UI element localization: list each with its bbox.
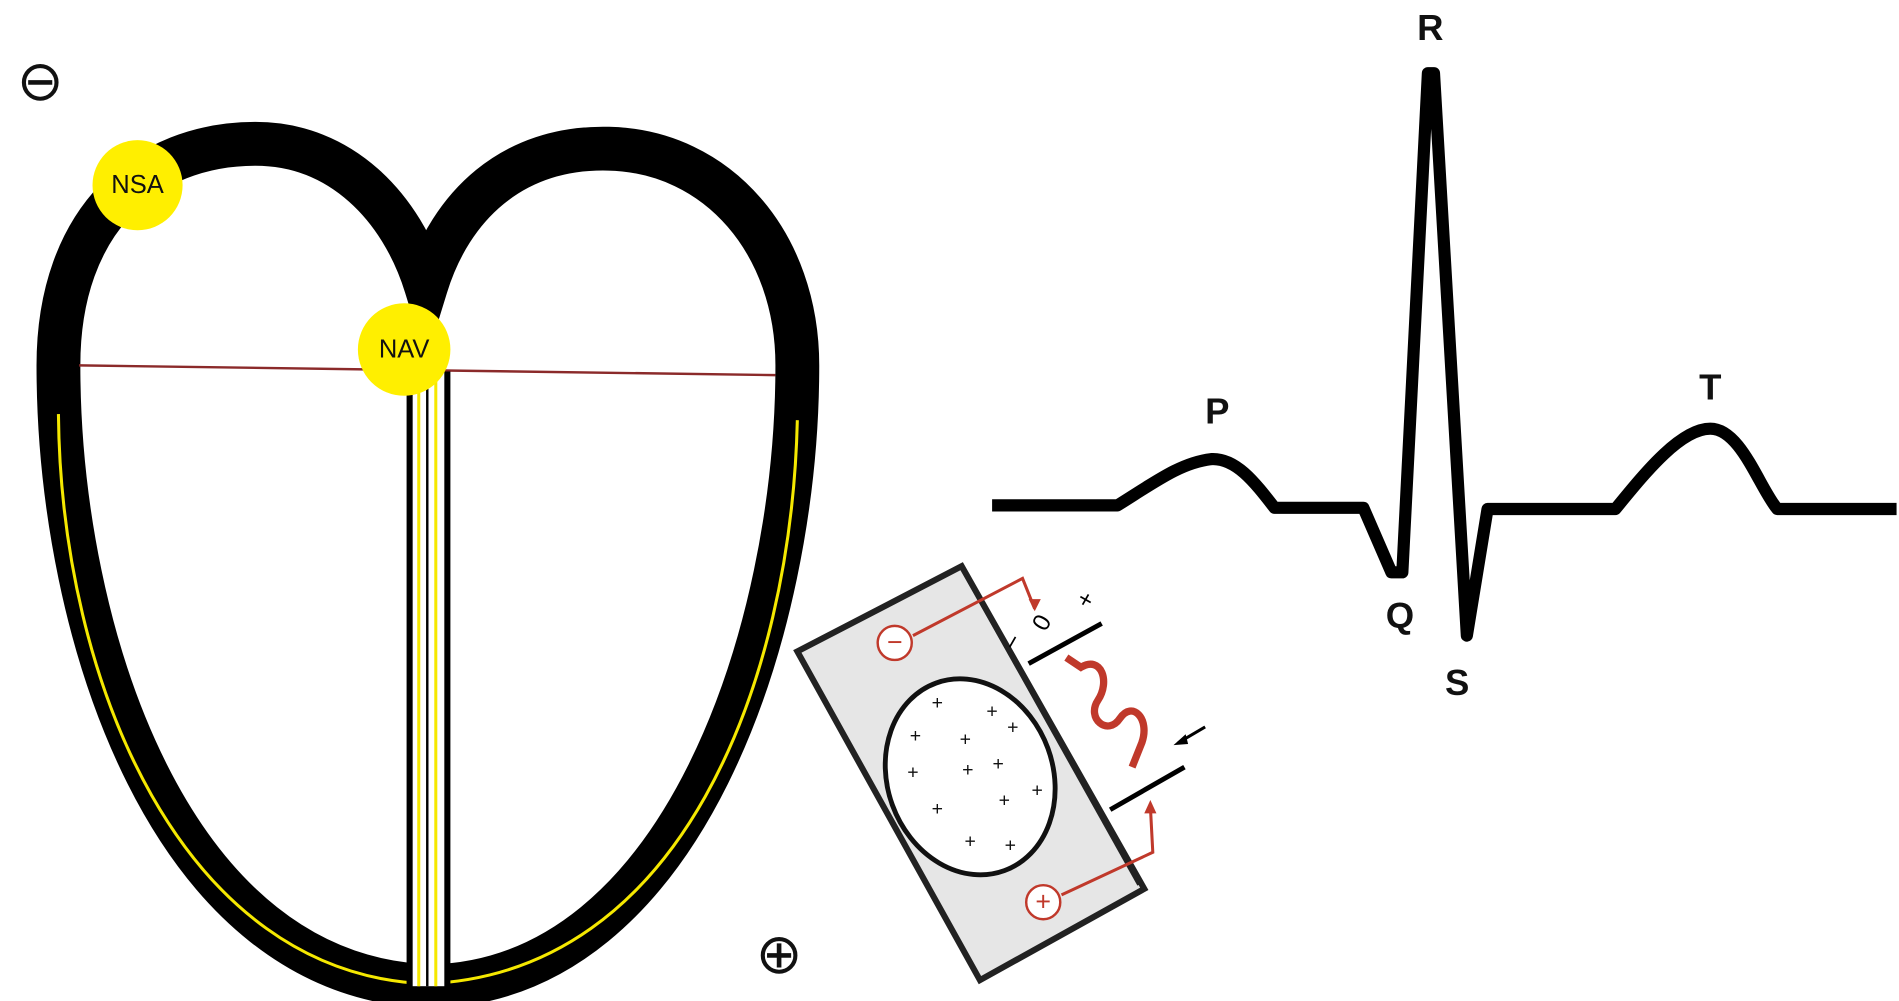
charge: + — [960, 728, 971, 750]
arrow — [1173, 734, 1189, 746]
wire — [1060, 805, 1155, 897]
baseline-plate — [1027, 621, 1103, 666]
arrow — [1144, 799, 1157, 814]
charge: + — [1031, 780, 1042, 802]
charge: + — [1007, 716, 1018, 738]
charge: + — [965, 831, 976, 853]
wave-label: R — [1417, 7, 1443, 48]
node-label: NSA — [111, 171, 164, 199]
baseline-plate — [1108, 764, 1186, 812]
scale-label: + — [1071, 587, 1101, 613]
wire — [912, 576, 1037, 637]
strip-edge — [960, 569, 1139, 886]
electrode-sign: − — [887, 627, 903, 657]
charge: + — [999, 789, 1010, 811]
wave-label: S — [1445, 662, 1469, 703]
positive-pole: ⊕ — [756, 922, 803, 985]
wave-label: P — [1205, 391, 1229, 432]
charge: + — [932, 798, 943, 820]
electrode — [1024, 883, 1062, 921]
charges: + ++ +++ + ++ + ++ + — [907, 692, 1043, 856]
node-label: NAV — [379, 336, 430, 364]
heart: NSA NAV — [36, 121, 820, 1001]
node-circle — [357, 303, 451, 396]
scale-label: 0 — [1027, 610, 1057, 635]
device: − + − 0 + + ++ +++ + ++ + ++ + — [793, 562, 1206, 985]
charge: + — [986, 700, 997, 722]
cell — [882, 676, 1058, 878]
charge: + — [962, 759, 973, 781]
charge: + — [910, 725, 921, 747]
electrode-sign: + — [1035, 887, 1051, 917]
charge: + — [932, 692, 943, 714]
electrode — [876, 624, 913, 662]
node-circle — [92, 140, 183, 231]
ecg-trace — [992, 67, 1897, 642]
signal — [1064, 654, 1148, 769]
negative-pole: ⊖ — [17, 49, 64, 112]
arrow — [1028, 599, 1041, 612]
charge: + — [993, 753, 1004, 775]
wave-label: Q — [1386, 595, 1414, 636]
charge: + — [907, 761, 918, 783]
charge: + — [1005, 834, 1016, 856]
wave-label: T — [1699, 366, 1721, 407]
